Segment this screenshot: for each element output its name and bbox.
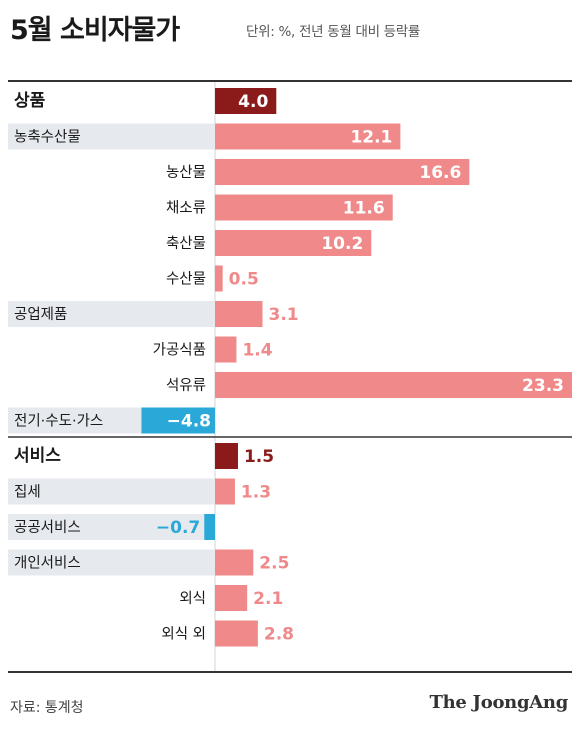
category-label: 농축수산물: [14, 129, 81, 146]
bar: [215, 123, 401, 150]
value-label: 3.1: [268, 305, 298, 325]
value-label: 10.2: [321, 234, 363, 254]
value-label: 2.8: [264, 625, 294, 645]
category-label: 상품: [14, 91, 46, 111]
value-label: 2.5: [259, 554, 289, 574]
value-label: 2.1: [253, 589, 283, 609]
category-label: 전기·수도·가스: [14, 413, 103, 430]
publisher-logo: The JoongAng: [429, 692, 569, 713]
bar: [215, 194, 393, 221]
category-label: 공공서비스: [14, 519, 81, 536]
category-label: 서비스: [14, 446, 61, 466]
category-label: 수산물: [166, 271, 206, 288]
value-label: 23.3: [522, 376, 564, 396]
bar: [215, 336, 237, 363]
bar: [215, 585, 248, 611]
category-label-band: [8, 301, 214, 327]
bar: [215, 372, 572, 398]
bar: [215, 620, 258, 647]
category-label-band: [8, 549, 214, 576]
value-label: −4.8: [167, 412, 211, 432]
source-note: 자료: 통계청: [10, 700, 84, 716]
value-label: 16.6: [419, 163, 461, 183]
value-label: 12.1: [350, 128, 392, 148]
category-label: 채소류: [166, 200, 206, 217]
category-label: 가공식품: [153, 342, 206, 359]
value-label: 0.5: [229, 270, 259, 290]
category-label-band: [8, 123, 214, 150]
value-label: 4.0: [238, 92, 268, 112]
bar: [215, 549, 254, 576]
bar: [204, 514, 215, 540]
bar: [215, 301, 263, 327]
top-rule: [8, 80, 572, 82]
category-label-band: [8, 514, 214, 540]
bar: [215, 265, 223, 292]
value-label: 1.3: [241, 483, 271, 503]
bar: [141, 407, 215, 434]
chart-title: 5월 소비자물가: [10, 15, 180, 46]
bar: [215, 230, 372, 256]
bar: [215, 88, 277, 114]
bottom-rule: [8, 671, 572, 673]
category-label: 축산물: [166, 235, 206, 252]
category-label: 농산물: [166, 164, 206, 181]
category-label-band: [8, 478, 214, 505]
category-label: 집세: [14, 484, 41, 501]
bar: [215, 443, 238, 469]
category-label: 공업제품: [14, 306, 67, 323]
bar: [215, 159, 470, 185]
value-label: 1.4: [242, 341, 272, 361]
value-label: 11.6: [343, 199, 385, 219]
category-label: 외식: [179, 590, 206, 607]
category-label: 석유류: [166, 377, 206, 394]
category-label: 개인서비스: [14, 555, 81, 572]
unit-note: 단위: %, 전년 동월 대비 등락률: [246, 24, 421, 40]
value-label: −0.7: [156, 518, 200, 538]
value-label: 1.5: [244, 447, 274, 467]
bar: [215, 478, 235, 505]
category-label: 외식 외: [161, 626, 206, 643]
